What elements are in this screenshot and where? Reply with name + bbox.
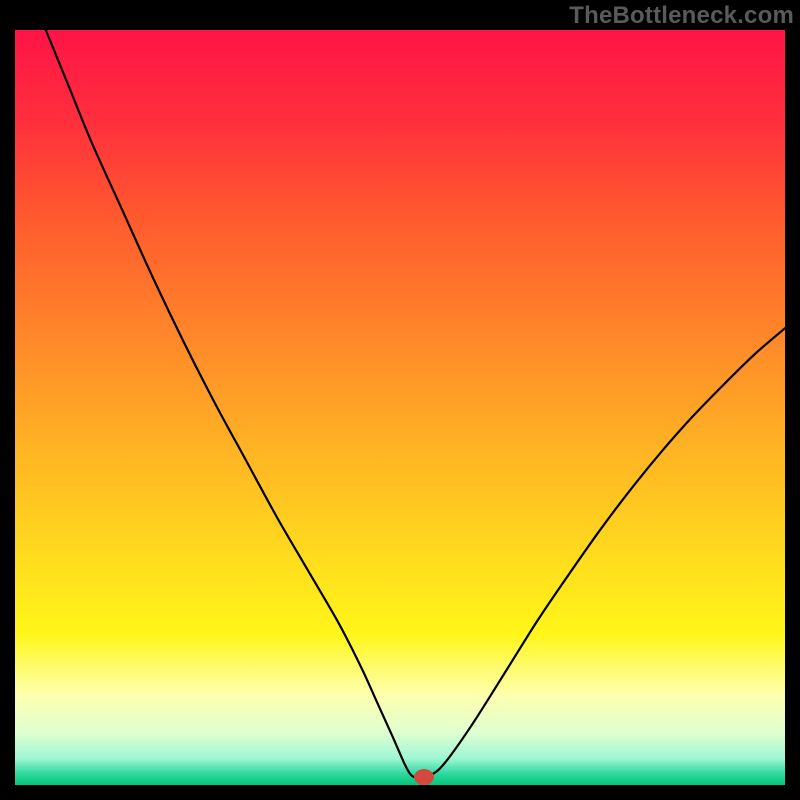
chart-frame: TheBottleneck.com [0, 0, 800, 800]
gradient-background [15, 30, 785, 785]
minimum-marker [414, 769, 434, 785]
watermark-text: TheBottleneck.com [569, 2, 794, 30]
chart-svg [15, 30, 785, 785]
plot-area [15, 30, 785, 785]
